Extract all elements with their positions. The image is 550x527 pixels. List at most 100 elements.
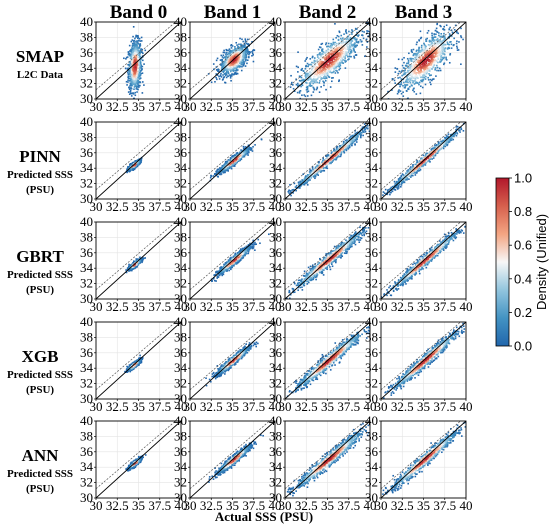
data-point (427, 52, 429, 55)
data-point (402, 67, 405, 69)
data-point (449, 53, 452, 55)
data-point (135, 66, 138, 69)
data-point (235, 69, 238, 72)
data-point (345, 40, 348, 43)
data-point (442, 39, 445, 42)
data-point (318, 82, 321, 84)
data-point (297, 51, 299, 53)
data-point (413, 90, 416, 93)
data-point (443, 56, 445, 59)
data-point (133, 69, 135, 72)
data-point (437, 43, 439, 45)
data-point (134, 84, 136, 87)
data-point (328, 53, 330, 56)
data-point (290, 74, 292, 77)
data-point (448, 47, 451, 50)
data-point (326, 53, 329, 55)
data-point (141, 48, 144, 51)
data-point (408, 64, 411, 66)
data-point (133, 73, 136, 76)
data-point (311, 67, 314, 70)
x-tick-label: 37.5 (148, 99, 171, 114)
data-point (469, 44, 471, 46)
row-title-smap: SMAP (16, 47, 64, 66)
data-point (130, 65, 132, 68)
data-point (138, 66, 141, 69)
data-point (346, 44, 348, 46)
data-point (438, 50, 441, 53)
data-point (312, 86, 315, 89)
data-point (133, 53, 136, 55)
data-point (133, 51, 136, 54)
data-point (436, 46, 438, 49)
data-point (439, 41, 441, 43)
data-point (445, 24, 448, 27)
data-point (138, 160, 140, 163)
data-point (245, 54, 248, 56)
column-title-band-0: Band 0 (110, 2, 168, 23)
data-point (225, 76, 228, 79)
data-point (334, 67, 336, 69)
data-point (431, 43, 434, 46)
data-point (429, 81, 431, 84)
data-point (453, 28, 456, 31)
data-point (134, 59, 136, 62)
data-point (127, 75, 130, 77)
data-point (426, 48, 428, 50)
data-point (141, 51, 143, 54)
data-point (399, 90, 402, 92)
data-point (345, 31, 348, 34)
data-point (216, 69, 219, 72)
data-point (342, 39, 344, 42)
data-point (319, 46, 322, 49)
data-point (355, 44, 357, 47)
data-point (443, 37, 446, 40)
data-point (421, 71, 423, 73)
data-point (307, 75, 309, 78)
data-point (350, 49, 353, 52)
data-point (242, 45, 245, 48)
data-point (428, 70, 431, 72)
data-point (423, 63, 426, 65)
data-point (237, 52, 240, 54)
data-point (132, 51, 134, 53)
data-point (321, 55, 323, 58)
data-point (357, 40, 360, 43)
data-point (342, 58, 344, 61)
data-point (426, 70, 429, 72)
data-point (129, 75, 131, 78)
data-point (129, 77, 132, 80)
data-point (431, 57, 433, 59)
data-point (135, 50, 137, 52)
data-point (244, 58, 247, 61)
data-point (351, 29, 353, 31)
data-point (345, 52, 348, 55)
data-point (443, 43, 446, 46)
data-point (138, 46, 141, 49)
data-point (415, 82, 417, 84)
data-point (333, 57, 335, 60)
data-point (394, 82, 396, 84)
data-point (397, 58, 400, 61)
data-point (454, 24, 457, 27)
data-point (229, 63, 231, 66)
data-point (444, 43, 447, 46)
data-point (215, 73, 218, 75)
data-point (239, 37, 241, 40)
data-point (436, 38, 439, 40)
data-point (243, 54, 246, 57)
data-point (243, 53, 245, 56)
data-point (241, 58, 243, 61)
row-subtitle: (PSU) (26, 184, 54, 196)
data-point (311, 55, 314, 58)
data-point (129, 60, 131, 63)
data-point (333, 56, 335, 58)
data-point (128, 169, 131, 172)
data-point (440, 55, 443, 57)
data-point (426, 32, 429, 34)
data-point (238, 66, 241, 68)
data-point (234, 63, 237, 66)
data-point (132, 68, 135, 70)
data-point (131, 52, 133, 54)
data-point (423, 66, 426, 69)
